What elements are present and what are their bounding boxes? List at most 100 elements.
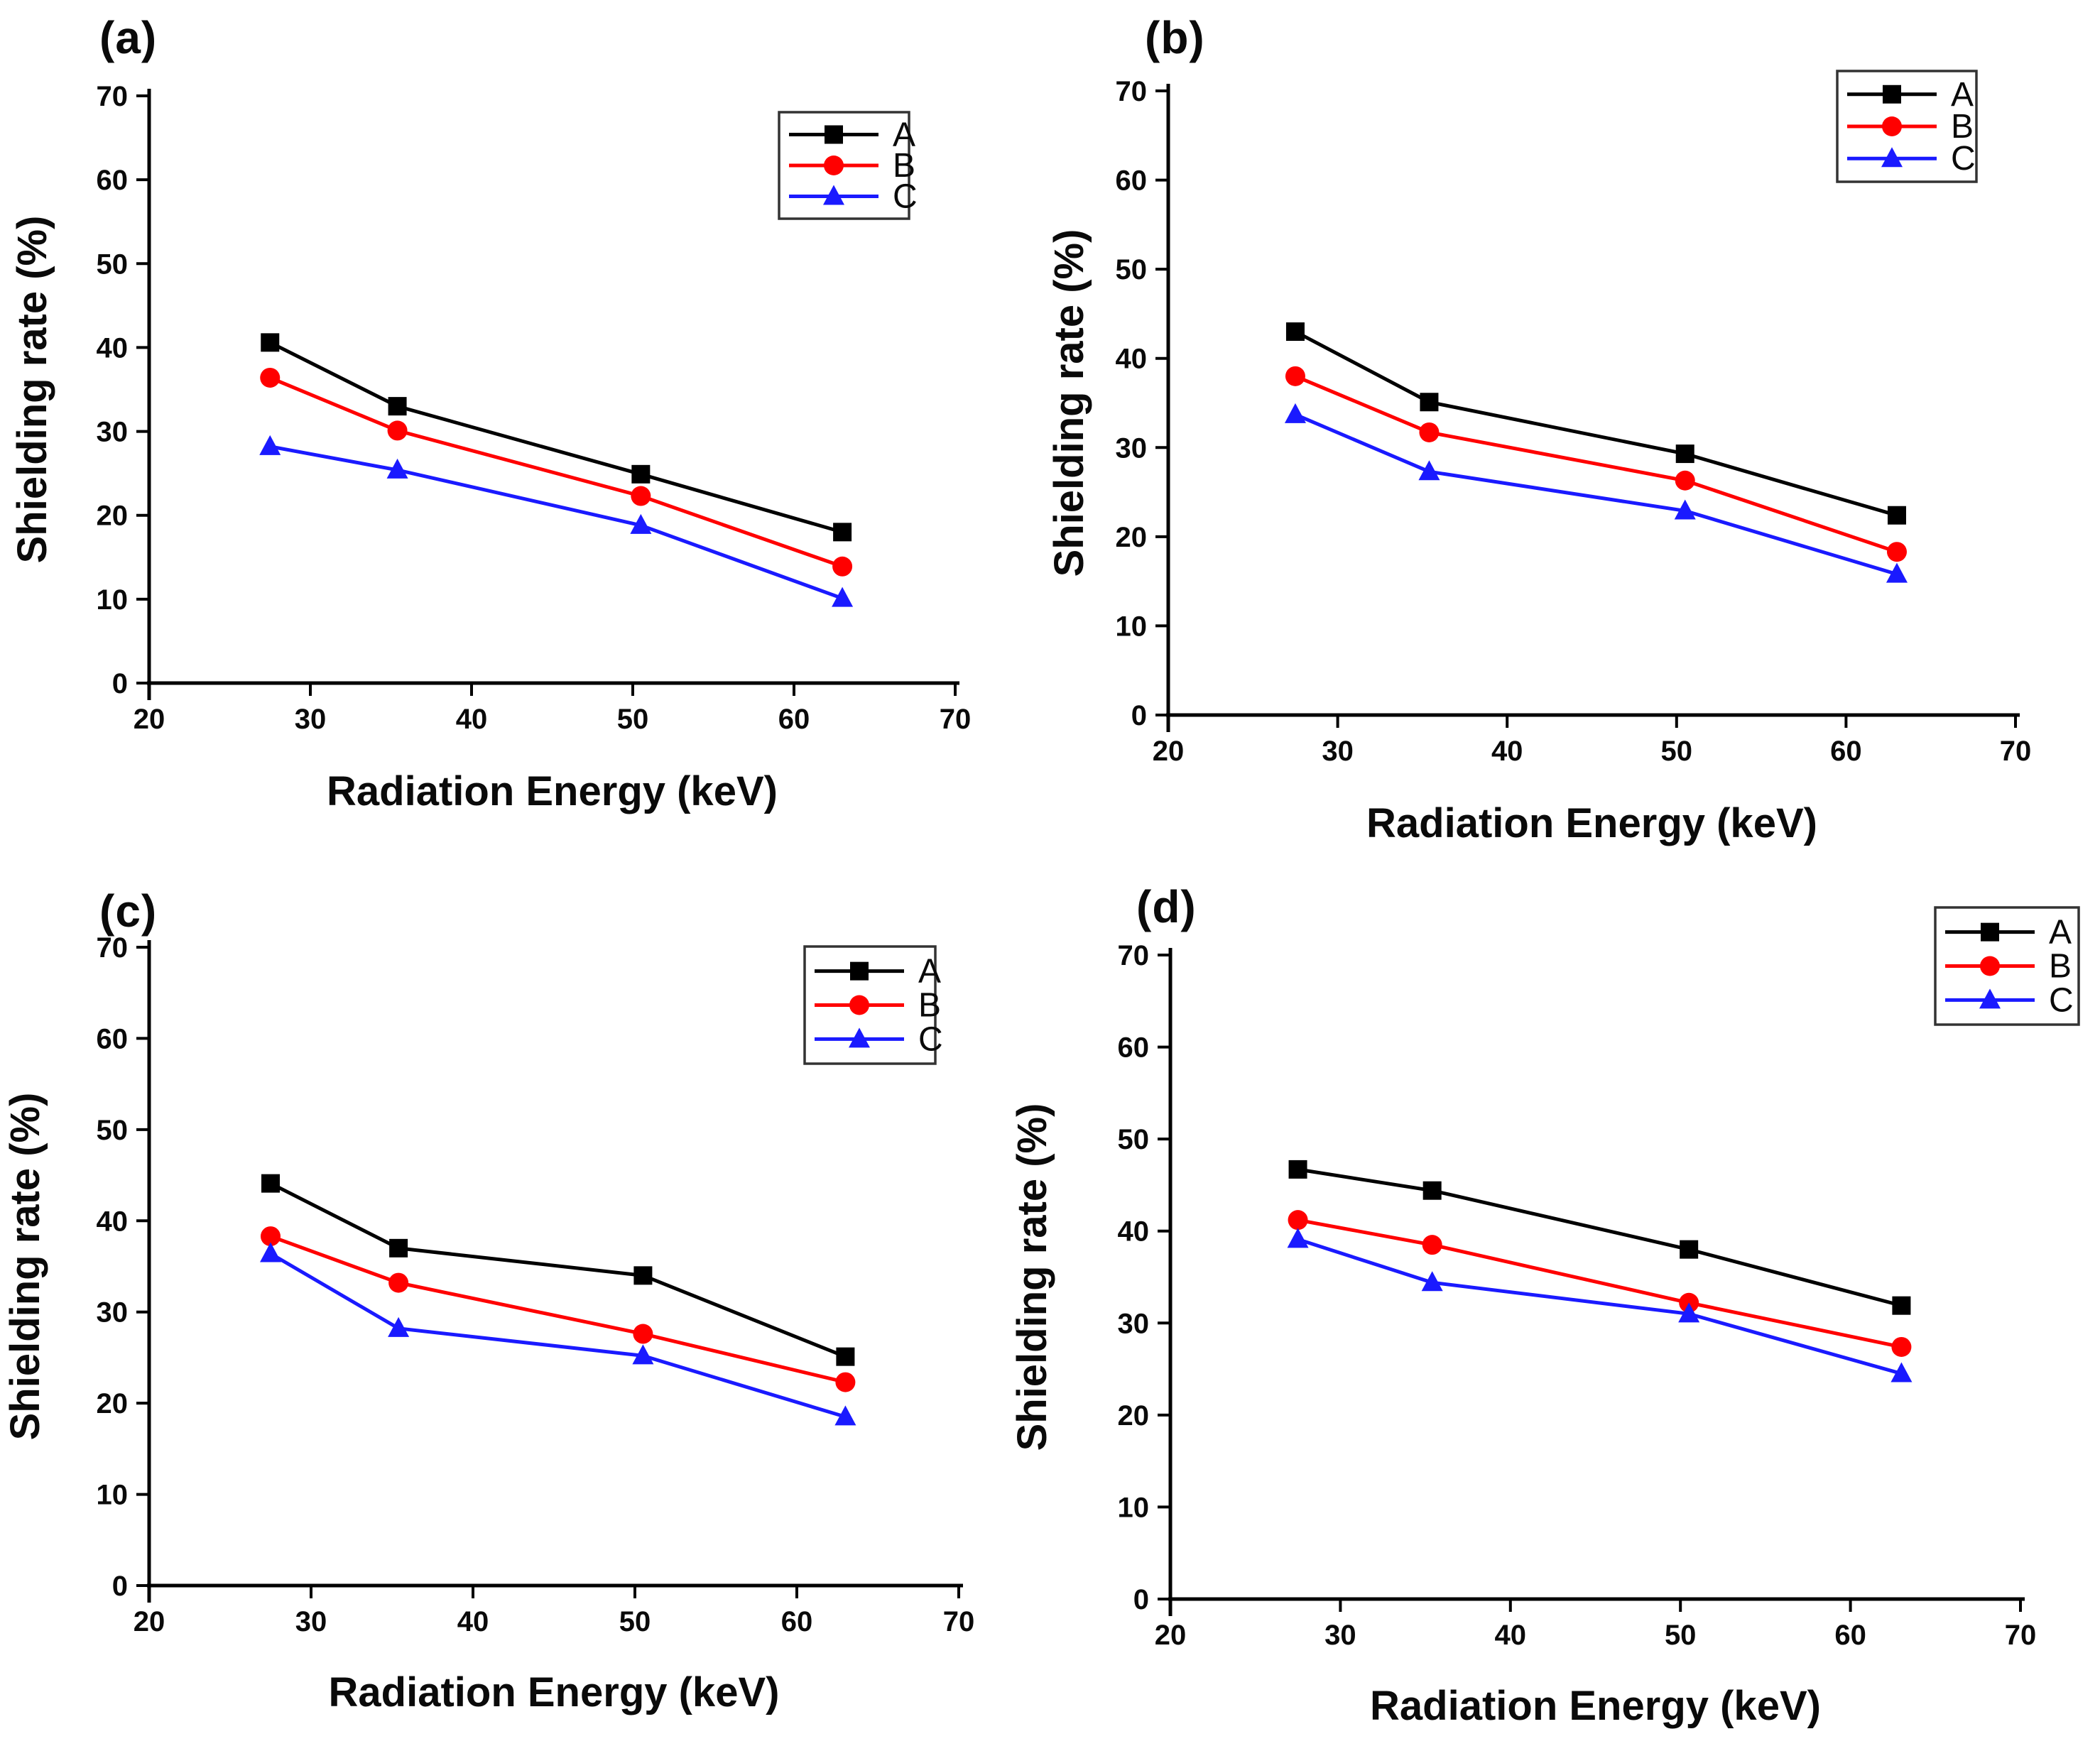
series-A-marker bbox=[833, 523, 852, 542]
y-axis-title: Shielding rate (%) bbox=[1009, 1103, 1055, 1451]
series-A-line bbox=[1297, 1167, 1903, 1308]
x-axis-title: Radiation Energy (keV) bbox=[327, 768, 778, 814]
legend-label-B: B bbox=[918, 987, 941, 1025]
x-tick-label: 60 bbox=[778, 704, 810, 735]
series-C-marker bbox=[1674, 499, 1696, 520]
y-tick-label: 40 bbox=[97, 332, 129, 364]
legend-marker-A bbox=[825, 125, 843, 144]
series-C-marker bbox=[1418, 460, 1440, 481]
series-C-marker bbox=[1678, 1302, 1700, 1323]
y-tick-label: 50 bbox=[97, 1115, 129, 1146]
series-C-marker bbox=[1287, 1228, 1309, 1248]
series-C-line bbox=[269, 1252, 847, 1419]
y-tick-label: 10 bbox=[1116, 611, 1148, 642]
series-C-marker bbox=[259, 435, 281, 455]
x-tick-label: 70 bbox=[940, 704, 972, 735]
chart-c: 0 10 20 30 40 50 60 70 20 30 40 50 60 70 Radiation Ene… bbox=[2, 932, 974, 1715]
series-B-marker bbox=[633, 1324, 653, 1344]
x-axis-title: Radiation Energy (keV) bbox=[1366, 800, 1817, 846]
legend-marker-A bbox=[1883, 84, 1901, 104]
x-tick-label: 40 bbox=[457, 1606, 489, 1637]
x-tick-label: 30 bbox=[1324, 1620, 1356, 1651]
x-tick-label: 50 bbox=[1665, 1620, 1697, 1651]
series-C-marker bbox=[1890, 1362, 1913, 1382]
series-A-marker bbox=[1675, 444, 1694, 464]
x-tick-label: 20 bbox=[134, 1606, 165, 1637]
x-axis-title: Radiation Energy (keV) bbox=[329, 1669, 780, 1715]
legend-label-C: C bbox=[918, 1020, 943, 1058]
series-B-marker bbox=[631, 486, 651, 506]
series-A-line bbox=[1294, 329, 1898, 518]
series-B-marker bbox=[261, 1226, 281, 1247]
series-C-marker bbox=[386, 458, 408, 479]
y-axis-title: Shielding rate (%) bbox=[2, 1093, 48, 1441]
series-B-marker bbox=[1288, 1210, 1308, 1231]
y-tick-label: 0 bbox=[1133, 1584, 1149, 1615]
panel-label-d: (d) bbox=[1136, 881, 1197, 932]
y-tick-label: 60 bbox=[97, 1023, 129, 1054]
y-tick-label: 60 bbox=[97, 165, 129, 196]
chart-d: 0 10 20 30 40 50 60 70 20 30 40 50 60 70 Radiation Ene… bbox=[1009, 906, 2080, 1729]
series-B-marker bbox=[1891, 1336, 1912, 1357]
x-tick-label: 40 bbox=[1491, 736, 1523, 767]
series-B-line bbox=[269, 376, 843, 569]
series-A-marker bbox=[631, 464, 651, 484]
legend-marker-C bbox=[1881, 147, 1903, 168]
x-tick-label: 50 bbox=[617, 704, 649, 735]
legend-label-C: C bbox=[893, 178, 918, 216]
x-axis-title: Radiation Energy (keV) bbox=[1370, 1683, 1821, 1729]
legend-marker-B bbox=[849, 995, 869, 1015]
legend-marker-C bbox=[849, 1027, 870, 1048]
y-tick-label: 30 bbox=[1116, 432, 1148, 464]
series-A-marker bbox=[633, 1266, 653, 1285]
x-tick-label: 20 bbox=[1153, 736, 1185, 767]
series-A-marker bbox=[1288, 1160, 1307, 1179]
series-C-marker bbox=[630, 513, 652, 534]
y-tick-label: 0 bbox=[112, 668, 128, 699]
y-tick-label: 20 bbox=[1116, 522, 1148, 553]
legend-marker-B bbox=[1882, 116, 1902, 136]
series-B-line bbox=[1294, 374, 1898, 554]
series-A-marker bbox=[388, 397, 407, 416]
panel-label-c: (c) bbox=[99, 885, 158, 937]
y-tick-label: 10 bbox=[97, 1480, 129, 1511]
legend-marker-C bbox=[1979, 988, 2001, 1009]
series-A-marker bbox=[1422, 1181, 1442, 1200]
series-B-line bbox=[270, 1234, 846, 1385]
y-tick-label: 70 bbox=[1116, 76, 1148, 107]
y-tick-label: 10 bbox=[1118, 1492, 1150, 1523]
series-A-line bbox=[269, 1182, 847, 1358]
chart-b: 0 10 20 30 40 50 60 70 20 30 40 50 60 70 Radiation Ene… bbox=[1046, 70, 2031, 846]
x-tick-label: 40 bbox=[456, 704, 488, 735]
series-A-marker bbox=[1420, 393, 1439, 412]
y-tick-label: 0 bbox=[112, 1571, 128, 1602]
y-tick-label: 30 bbox=[97, 1297, 129, 1329]
x-tick-label: 30 bbox=[295, 704, 327, 735]
series-C-marker bbox=[632, 1344, 654, 1365]
y-tick-label: 30 bbox=[97, 417, 129, 448]
x-tick-label: 20 bbox=[134, 704, 165, 735]
series-A-marker bbox=[1887, 506, 1906, 525]
series-A-marker bbox=[1680, 1240, 1699, 1259]
chart-a: 0 10 20 30 40 50 60 70 20 30 40 50 60 70 Radiation Ene… bbox=[9, 81, 971, 814]
legend-label-A: A bbox=[2049, 914, 2072, 951]
series-C-marker bbox=[1886, 562, 1908, 583]
x-tick-label: 60 bbox=[1830, 736, 1862, 767]
series-B-line bbox=[1297, 1218, 1902, 1349]
y-tick-label: 50 bbox=[97, 249, 129, 280]
legend-marker-B bbox=[1980, 956, 2000, 976]
legend-label-A: A bbox=[1951, 76, 1974, 114]
panel-label-a: (a) bbox=[99, 12, 158, 63]
series-B-marker bbox=[1419, 422, 1440, 442]
series-A-marker bbox=[1892, 1296, 1911, 1315]
y-tick-label: 0 bbox=[1131, 700, 1147, 731]
legend-label-C: C bbox=[1951, 140, 1976, 178]
y-tick-label: 60 bbox=[1116, 165, 1148, 197]
y-tick-label: 20 bbox=[97, 501, 129, 532]
y-axis-title: Shielding rate (%) bbox=[1046, 229, 1092, 577]
x-tick-label: 60 bbox=[1834, 1620, 1866, 1651]
y-axis-title: Shielding rate (%) bbox=[9, 216, 55, 564]
series-A-marker bbox=[389, 1238, 408, 1258]
series-B-marker bbox=[832, 556, 853, 577]
